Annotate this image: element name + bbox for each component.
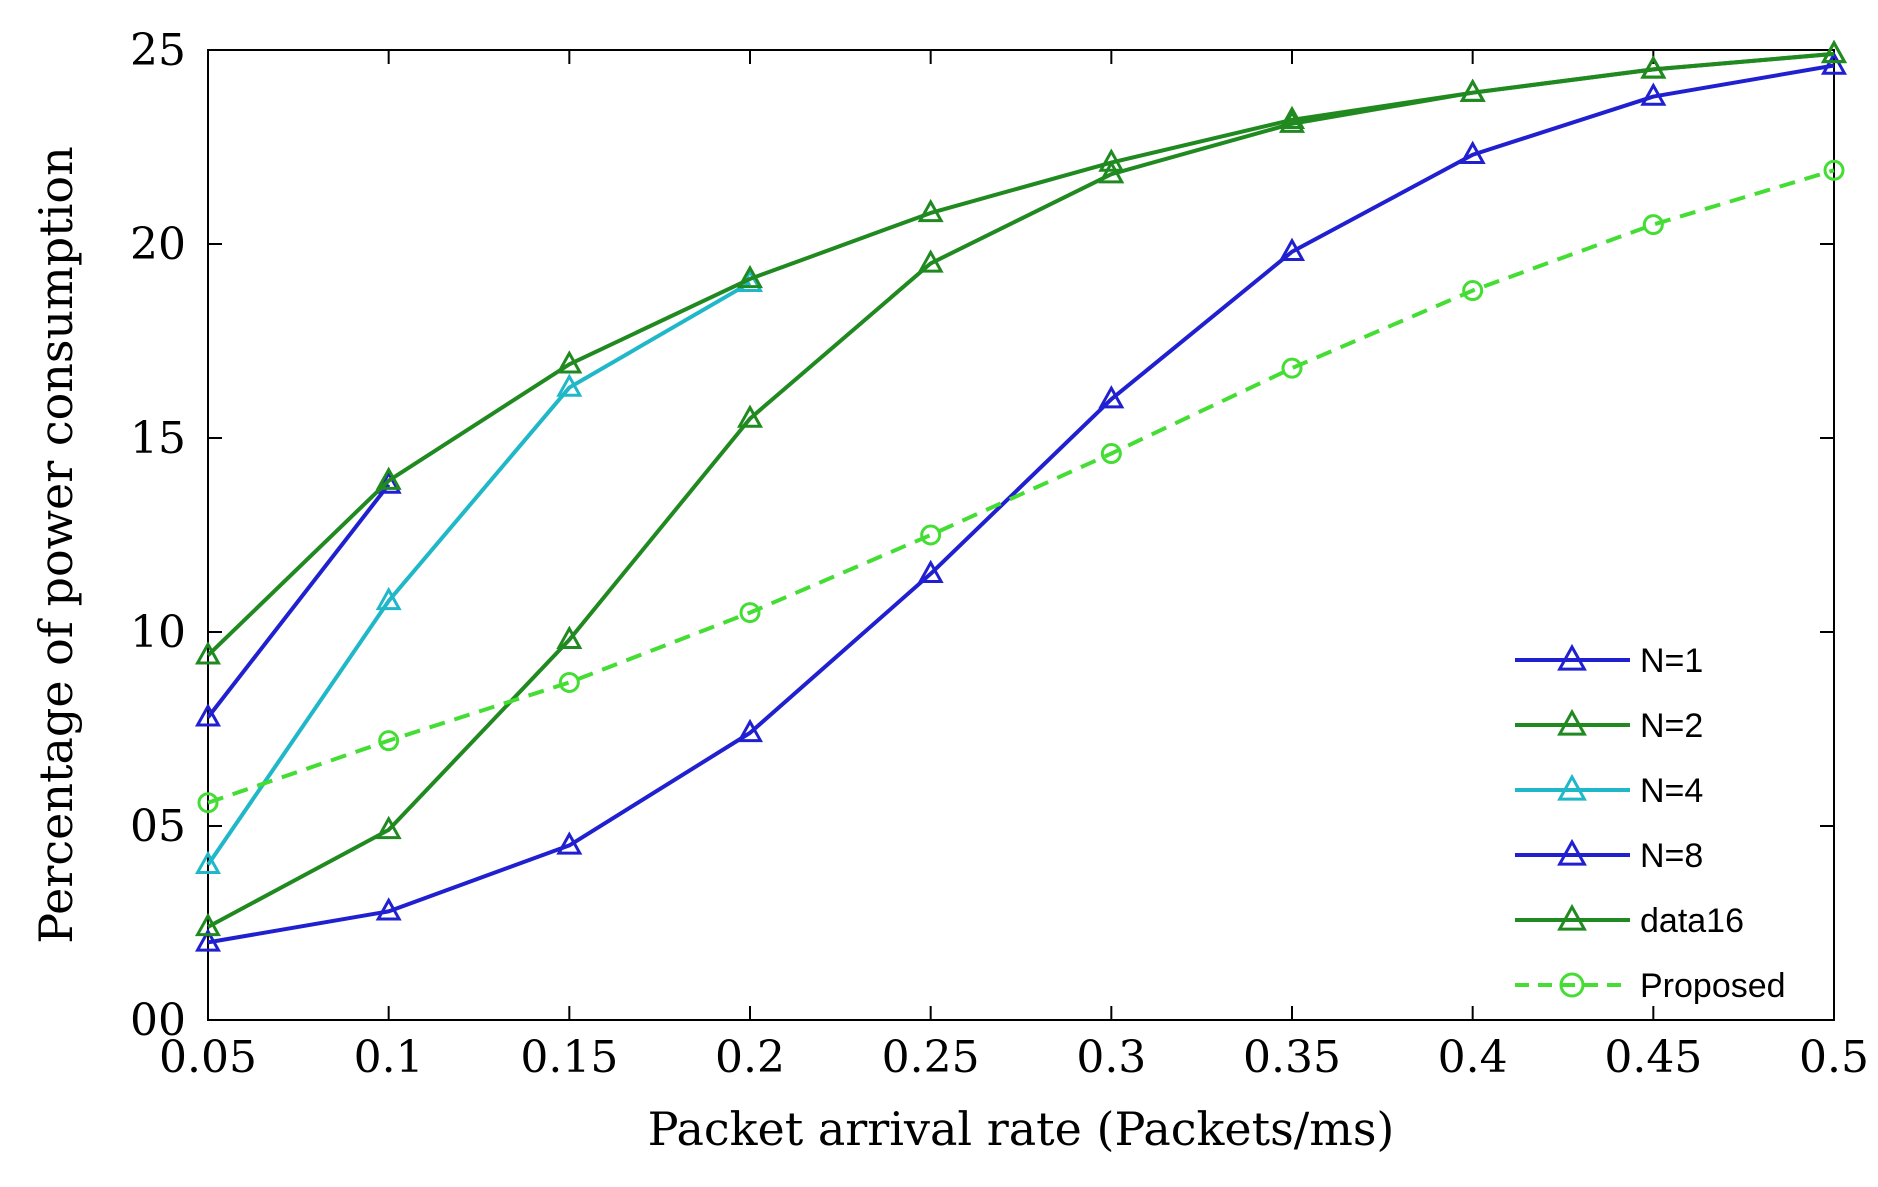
legend-label: N=2 xyxy=(1640,707,1703,745)
data-point xyxy=(1823,159,1845,181)
plot-area xyxy=(207,49,1835,1021)
legend-label: N=4 xyxy=(1640,772,1703,810)
data-point xyxy=(1640,82,1667,106)
legend-label: N=1 xyxy=(1640,642,1703,680)
data-point xyxy=(375,466,402,490)
data-point xyxy=(194,928,222,952)
data-point xyxy=(1820,39,1848,64)
series-Proposed xyxy=(197,159,1845,814)
series-line xyxy=(206,51,1835,657)
series-layer xyxy=(194,39,1848,952)
x-tick-label: 0.05 xyxy=(159,1032,257,1083)
data-point xyxy=(1642,214,1664,236)
y-axis: 00 05 10 15 20 25 xyxy=(130,25,1834,1046)
data-point xyxy=(556,373,583,397)
legend-marker xyxy=(1557,643,1587,671)
series-line xyxy=(207,63,1835,945)
x-tick-label: 0.45 xyxy=(1604,1032,1702,1083)
legend-marker xyxy=(1557,903,1587,931)
data-point xyxy=(1098,385,1125,409)
data-point xyxy=(736,264,764,289)
legend-item: N=4 xyxy=(1515,772,1703,810)
x-tick-label: 0.2 xyxy=(715,1032,785,1083)
legend-marker xyxy=(1557,773,1587,801)
data-point xyxy=(920,524,942,546)
x-tick-label: 0.5 xyxy=(1799,1032,1869,1083)
data-point xyxy=(1098,148,1125,172)
data-point xyxy=(1278,105,1306,130)
series-line xyxy=(206,483,391,719)
legend-item: data16 xyxy=(1515,902,1744,940)
data-point xyxy=(917,559,944,583)
legend-item: N=2 xyxy=(1515,707,1703,745)
y-tick-label: 25 xyxy=(130,25,186,76)
data-point xyxy=(194,850,222,874)
data-point xyxy=(917,198,944,223)
data-point xyxy=(194,641,222,665)
data-point xyxy=(378,730,400,752)
data-point xyxy=(556,350,583,374)
x-axis: 0.05 0.1 0.15 0.2 0.25 0.3 0.35 0.4 0.45 0.5 xyxy=(159,50,1869,1083)
legend-marker xyxy=(1559,972,1585,998)
data-point xyxy=(736,404,764,428)
data-point xyxy=(1281,357,1303,379)
legend-label: data16 xyxy=(1640,902,1744,940)
data-point xyxy=(1098,160,1125,184)
legend-item: N=1 xyxy=(1515,642,1703,680)
data-point xyxy=(1462,280,1484,302)
legend-item: N=8 xyxy=(1515,837,1703,875)
data-point xyxy=(375,897,402,921)
y-tick-label: 00 xyxy=(130,995,186,1046)
data-point xyxy=(1459,78,1486,102)
y-tick-label: 20 xyxy=(130,219,186,270)
legend-label: Proposed xyxy=(1640,967,1786,1005)
legend-marker xyxy=(1557,838,1587,866)
data-point xyxy=(1100,443,1122,465)
series-line xyxy=(206,281,752,866)
y-tick-label: 15 xyxy=(130,413,186,464)
data-point xyxy=(375,470,402,494)
data-point xyxy=(736,718,764,743)
data-point xyxy=(556,625,583,649)
data-point xyxy=(917,249,944,273)
legend-item: Proposed xyxy=(1515,967,1786,1005)
data-point xyxy=(1820,51,1848,75)
data-point xyxy=(375,586,402,611)
data-point xyxy=(558,671,580,693)
data-point xyxy=(197,792,219,814)
series-line xyxy=(207,168,1835,805)
x-tick-label: 0.25 xyxy=(882,1032,980,1083)
y-tick-label: 10 xyxy=(130,607,186,658)
data-point xyxy=(1640,55,1667,79)
y-tick-label: 05 xyxy=(130,801,186,852)
data-point xyxy=(739,602,761,624)
legend-marker xyxy=(1557,708,1587,736)
x-tick-label: 0.1 xyxy=(354,1032,424,1083)
series-N=8 xyxy=(194,470,402,727)
data-point xyxy=(194,912,222,937)
x-tick-label: 0.4 xyxy=(1438,1032,1508,1083)
data-point xyxy=(1459,140,1486,164)
data-point xyxy=(375,815,402,840)
series-N=1 xyxy=(194,51,1848,952)
x-axis-title: Packet arrival rate (Packets/ms) xyxy=(648,1102,1395,1156)
x-tick-label: 0.15 xyxy=(520,1032,618,1083)
x-tick-label: 0.3 xyxy=(1076,1032,1146,1083)
data-point xyxy=(556,831,583,855)
data-point xyxy=(1278,237,1306,261)
series-data16 xyxy=(194,39,1848,665)
y-axis-title: Percentage of power consumption xyxy=(29,146,83,944)
legend: N=1 N=2 N=4 N=8 data16 Proposed xyxy=(1515,642,1786,1005)
x-tick-label: 0.35 xyxy=(1243,1032,1341,1083)
data-point xyxy=(194,703,222,727)
legend-label: N=8 xyxy=(1640,837,1703,875)
